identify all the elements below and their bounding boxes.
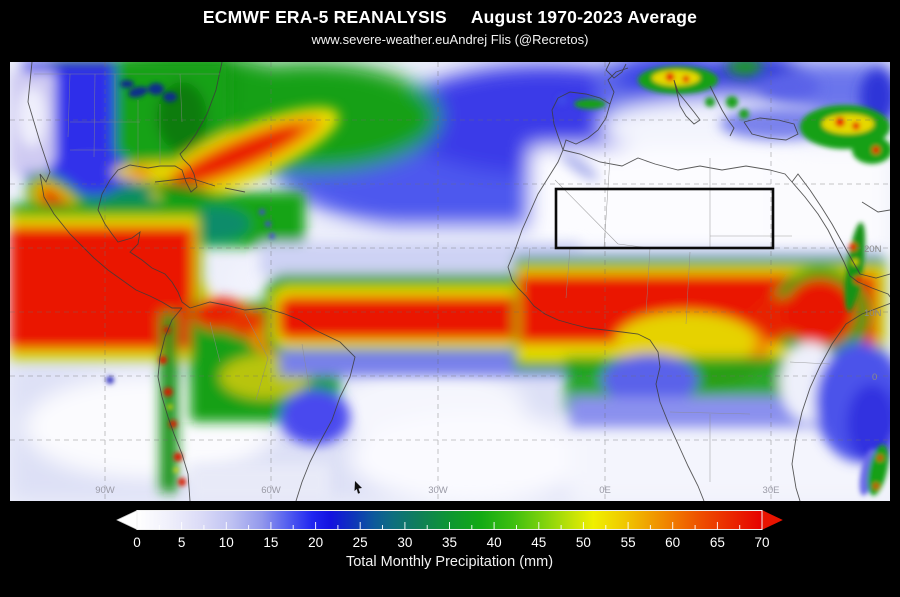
tick-label: 10	[219, 535, 234, 550]
tick-label: 0	[133, 535, 141, 550]
overflow-arrow	[761, 509, 783, 531]
subtitle: www.severe-weather.euAndrej Flis (@Recre…	[0, 32, 900, 47]
colorbar-tick-labels: 0 5 10 15 20 25 30 35 40 45 50 55 60 65 …	[133, 535, 769, 550]
annotation-rectangle	[554, 187, 775, 250]
tick-label: 15	[263, 535, 278, 550]
underflow-arrow	[116, 509, 138, 531]
tick-label: 40	[487, 535, 502, 550]
colorbar-svg: 0 5 10 15 20 25 30 35 40 45 50 55 60 65 …	[116, 509, 783, 570]
tick-label: 60	[665, 535, 680, 550]
lon-label-0e: 0E	[599, 485, 611, 496]
lat-label-10n: 10N	[864, 308, 882, 319]
lon-label-30e: 30E	[763, 485, 780, 496]
lat-label-0: 0	[872, 372, 877, 383]
precipitation-field-main	[10, 62, 890, 501]
subtitle-author: Andrej Flis (@Recretos)	[449, 32, 589, 47]
latitude-labels: 20N 10N 0	[864, 244, 882, 383]
tick-label: 70	[754, 535, 769, 550]
tick-label: 25	[353, 535, 368, 550]
header: ECMWF ERA-5 REANALYSIS August 1970-2023 A…	[0, 7, 900, 47]
tick-label: 30	[397, 535, 412, 550]
tick-label: 45	[531, 535, 546, 550]
page-title: ECMWF ERA-5 REANALYSIS August 1970-2023 A…	[0, 7, 900, 28]
precipitation-map: 20N 10N 0 90W 60W 30W 0E 30E	[10, 62, 890, 501]
longitude-labels: 90W 60W 30W 0E 30E	[95, 485, 779, 496]
title-main: ECMWF ERA-5 REANALYSIS	[202, 7, 447, 27]
tick-label: 35	[442, 535, 457, 550]
precipitation-map-svg: 20N 10N 0 90W 60W 30W 0E 30E	[10, 62, 890, 501]
lon-label-90w: 90W	[95, 485, 115, 496]
colorbar: 0 5 10 15 20 25 30 35 40 45 50 55 60 65 …	[110, 509, 800, 573]
coastlines	[27, 62, 890, 501]
tick-label: 50	[576, 535, 591, 550]
colorbar-title: Total Monthly Precipitation (mm)	[346, 554, 553, 570]
lat-label-20n: 20N	[864, 244, 882, 255]
title-period: August 1970-2023 Average	[470, 7, 698, 27]
lon-label-60w: 60W	[261, 485, 281, 496]
tick-label: 55	[621, 535, 636, 550]
tick-label: 65	[710, 535, 725, 550]
tick-label: 20	[308, 535, 323, 550]
mouse-cursor	[354, 481, 362, 494]
subtitle-site: www.severe-weather.eu	[311, 32, 450, 47]
colorbar-ticks	[158, 522, 741, 530]
precipitation-field-detail	[106, 66, 890, 496]
tick-label: 5	[178, 535, 186, 550]
lon-label-30w: 30W	[428, 485, 448, 496]
